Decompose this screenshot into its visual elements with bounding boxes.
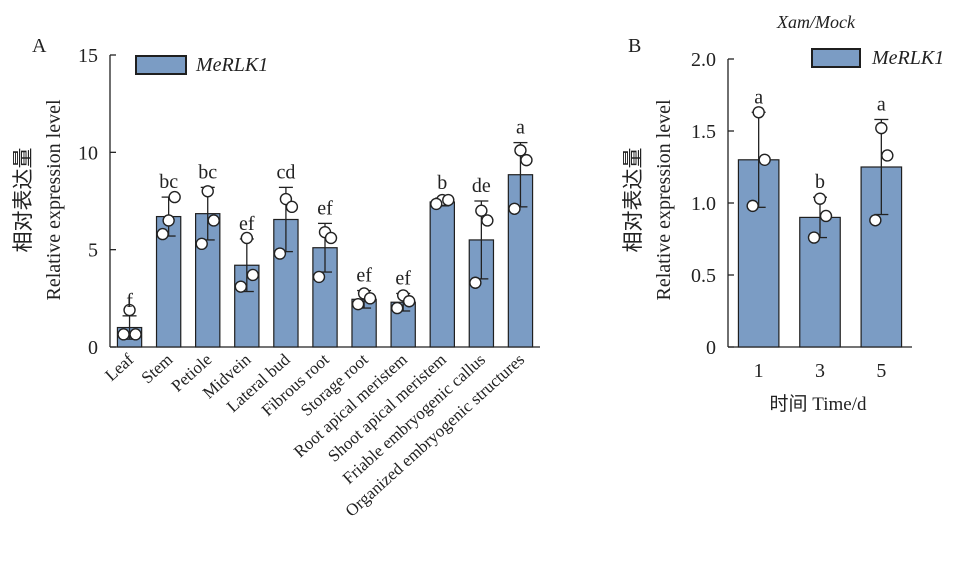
data-point	[819, 209, 833, 223]
data-point	[162, 214, 175, 227]
bar	[799, 216, 841, 348]
panel-b-ylabel: Relative expression level	[653, 99, 675, 300]
y-tick-label: 1.5	[691, 121, 716, 143]
significance-label: ef	[395, 267, 411, 289]
data-point	[402, 295, 416, 308]
significance-label: a	[877, 93, 886, 115]
data-point	[390, 301, 404, 315]
significance-label: a	[754, 86, 763, 108]
panel-b-ylabel-cn: 相对表达量	[621, 148, 645, 253]
significance-label: ef	[356, 265, 372, 287]
x-tick-label: Leaf	[101, 350, 137, 385]
data-point	[351, 297, 365, 311]
y-tick-label: 1.0	[691, 193, 716, 215]
data-point	[363, 292, 377, 305]
data-point	[514, 144, 527, 157]
data-point	[520, 153, 533, 167]
data-point	[285, 200, 299, 214]
panel-a: A 相对表达量 Relative expression level MeRLK1…	[11, 35, 540, 520]
panel-a-ylabel: Relative expression level	[43, 99, 65, 300]
data-point	[869, 214, 882, 227]
panel-b-title: Xam/Mock	[776, 12, 856, 32]
data-point	[246, 268, 260, 282]
data-point	[240, 231, 254, 245]
y-tick-label: 5	[88, 240, 98, 262]
significance-label: bc	[198, 161, 217, 183]
data-point	[752, 106, 765, 119]
panel-b-legend: MeRLK1	[811, 47, 944, 69]
data-point	[508, 202, 521, 215]
significance-label: a	[516, 117, 525, 139]
panel-b: B Xam/Mock 相对表达量 Relative expression lev…	[621, 12, 944, 415]
y-tick-label: 10	[78, 142, 98, 164]
panel-a-legend-label: MeRLK1	[195, 54, 268, 76]
significance-label: b	[815, 171, 825, 193]
data-point	[123, 303, 136, 317]
data-point	[156, 227, 169, 241]
significance-label: de	[472, 175, 491, 197]
data-point	[129, 328, 142, 341]
data-point	[201, 185, 214, 198]
significance-label: bc	[159, 171, 178, 193]
data-point	[746, 199, 759, 213]
data-point	[442, 193, 455, 207]
panel-a-ylabel-cn: 相对表达量	[11, 148, 35, 253]
data-point	[875, 121, 888, 135]
y-tick-label: 0.5	[691, 265, 716, 287]
panel-b-legend-swatch	[811, 48, 861, 68]
y-tick-label: 0	[706, 337, 716, 359]
data-point	[881, 149, 894, 162]
y-tick-label: 2.0	[691, 49, 716, 71]
data-point	[758, 153, 771, 167]
data-point	[469, 276, 482, 289]
panel-b-legend-label: MeRLK1	[871, 47, 944, 69]
significance-label: ef	[239, 213, 255, 235]
data-point	[168, 190, 181, 204]
bar	[273, 218, 299, 348]
panel-b-xlabel: 时间 Time/d	[770, 393, 867, 415]
panel-b-label: B	[628, 35, 641, 57]
significance-label: cd	[276, 161, 295, 183]
x-tick-label: 1	[754, 360, 764, 382]
data-point	[312, 270, 326, 284]
data-point	[475, 204, 488, 217]
data-point	[324, 231, 338, 245]
x-tick-label: 3	[815, 360, 825, 382]
data-point	[117, 328, 130, 341]
panel-a-legend: MeRLK1	[135, 54, 268, 76]
significance-label: f	[126, 290, 133, 312]
data-point	[430, 197, 443, 211]
significance-label: ef	[317, 197, 333, 219]
data-point	[207, 214, 220, 227]
panel-a-legend-swatch	[135, 55, 187, 75]
data-point	[234, 280, 248, 293]
data-point	[807, 231, 821, 244]
data-point	[813, 192, 827, 205]
data-point	[195, 237, 208, 251]
x-tick-label: 5	[876, 360, 886, 382]
significance-label: b	[437, 172, 447, 194]
data-point	[481, 214, 494, 227]
bar	[429, 201, 455, 348]
panel-a-label: A	[32, 35, 47, 57]
y-tick-label: 0	[88, 337, 98, 359]
data-point	[273, 247, 287, 260]
y-tick-label: 15	[78, 45, 98, 67]
